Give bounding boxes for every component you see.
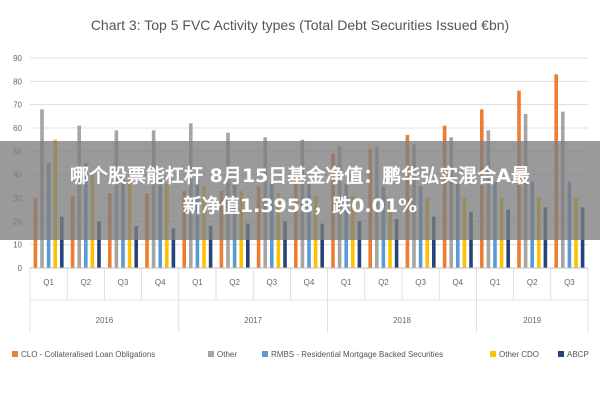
- x-tick-label: Q3: [118, 278, 129, 287]
- x-tick-label: Q3: [266, 278, 277, 287]
- x-tick-label: Q2: [229, 278, 240, 287]
- x-tick-label: Q3: [415, 278, 426, 287]
- legend-swatch: [262, 351, 268, 357]
- bar: [283, 221, 287, 268]
- headline-line-2: 新净值1.3958，跌0.01%: [182, 194, 418, 217]
- bar: [60, 216, 64, 268]
- x-tick-label: Q4: [155, 278, 166, 287]
- headline-overlay[interactable]: 哪个股票能杠杆 8月15日基金净值：鹏华弘实混合A最 新净值1.3958，跌0.…: [0, 141, 600, 240]
- bar: [134, 226, 138, 268]
- y-tick-label: 70: [13, 101, 22, 110]
- x-tick-label: Q3: [564, 278, 575, 287]
- legend-swatch: [490, 351, 496, 357]
- chart-title: Chart 3: Top 5 FVC Activity types (Total…: [91, 17, 509, 33]
- headline-line-1: 哪个股票能杠杆 8月15日基金净值：鹏华弘实混合A最: [70, 164, 530, 187]
- x-tick-label: Q1: [192, 278, 203, 287]
- x-group-label: 2019: [523, 316, 541, 325]
- legend-swatch: [558, 351, 564, 357]
- y-tick-label: 80: [13, 77, 22, 86]
- bar: [208, 226, 213, 268]
- x-group-label: 2018: [393, 316, 411, 325]
- bar: [357, 221, 362, 268]
- legend-label: RMBS - Residential Mortgage Backed Secur…: [271, 350, 443, 359]
- x-tick-label: Q4: [304, 278, 315, 287]
- x-tick-label: Q1: [490, 278, 501, 287]
- legend-swatch: [208, 351, 214, 357]
- x-group-label: 2016: [96, 316, 114, 325]
- legend-label: Other: [217, 350, 237, 359]
- bar: [469, 212, 473, 268]
- x-axis: Q1 Q2 Q3 Q4 Q1 Q2 Q3 Q4 Q1 Q2 Q3 Q4 Q1 Q2 Q3 2016 2017 20…: [29, 267, 589, 332]
- legend-label: Other CDO: [499, 350, 539, 359]
- legend-label: ABCP: [567, 350, 589, 359]
- bar: [394, 219, 399, 268]
- x-tick-label: Q4: [452, 278, 463, 287]
- bar: [432, 216, 436, 268]
- x-tick-label: Q1: [341, 278, 352, 287]
- legend-swatch: [12, 351, 18, 357]
- x-tick-label: Q2: [80, 278, 91, 287]
- x-tick-label: Q1: [43, 278, 54, 287]
- x-tick-label: Q2: [527, 278, 538, 287]
- y-tick-label: 10: [13, 241, 22, 250]
- y-tick-label: 90: [13, 54, 22, 63]
- bar: [97, 221, 101, 268]
- y-tick-label: 60: [13, 124, 22, 133]
- x-group-label: 2017: [244, 316, 262, 325]
- x-tick-label: Q2: [378, 278, 389, 287]
- y-tick-label: 0: [18, 264, 23, 273]
- bar: [320, 223, 324, 268]
- legend-label: CLO - Collateralised Loan Obligations: [21, 350, 155, 359]
- legend: CLO - Collateralised Loan Obligations Oth…: [12, 350, 589, 359]
- bar: [246, 223, 250, 268]
- bar: [171, 228, 176, 268]
